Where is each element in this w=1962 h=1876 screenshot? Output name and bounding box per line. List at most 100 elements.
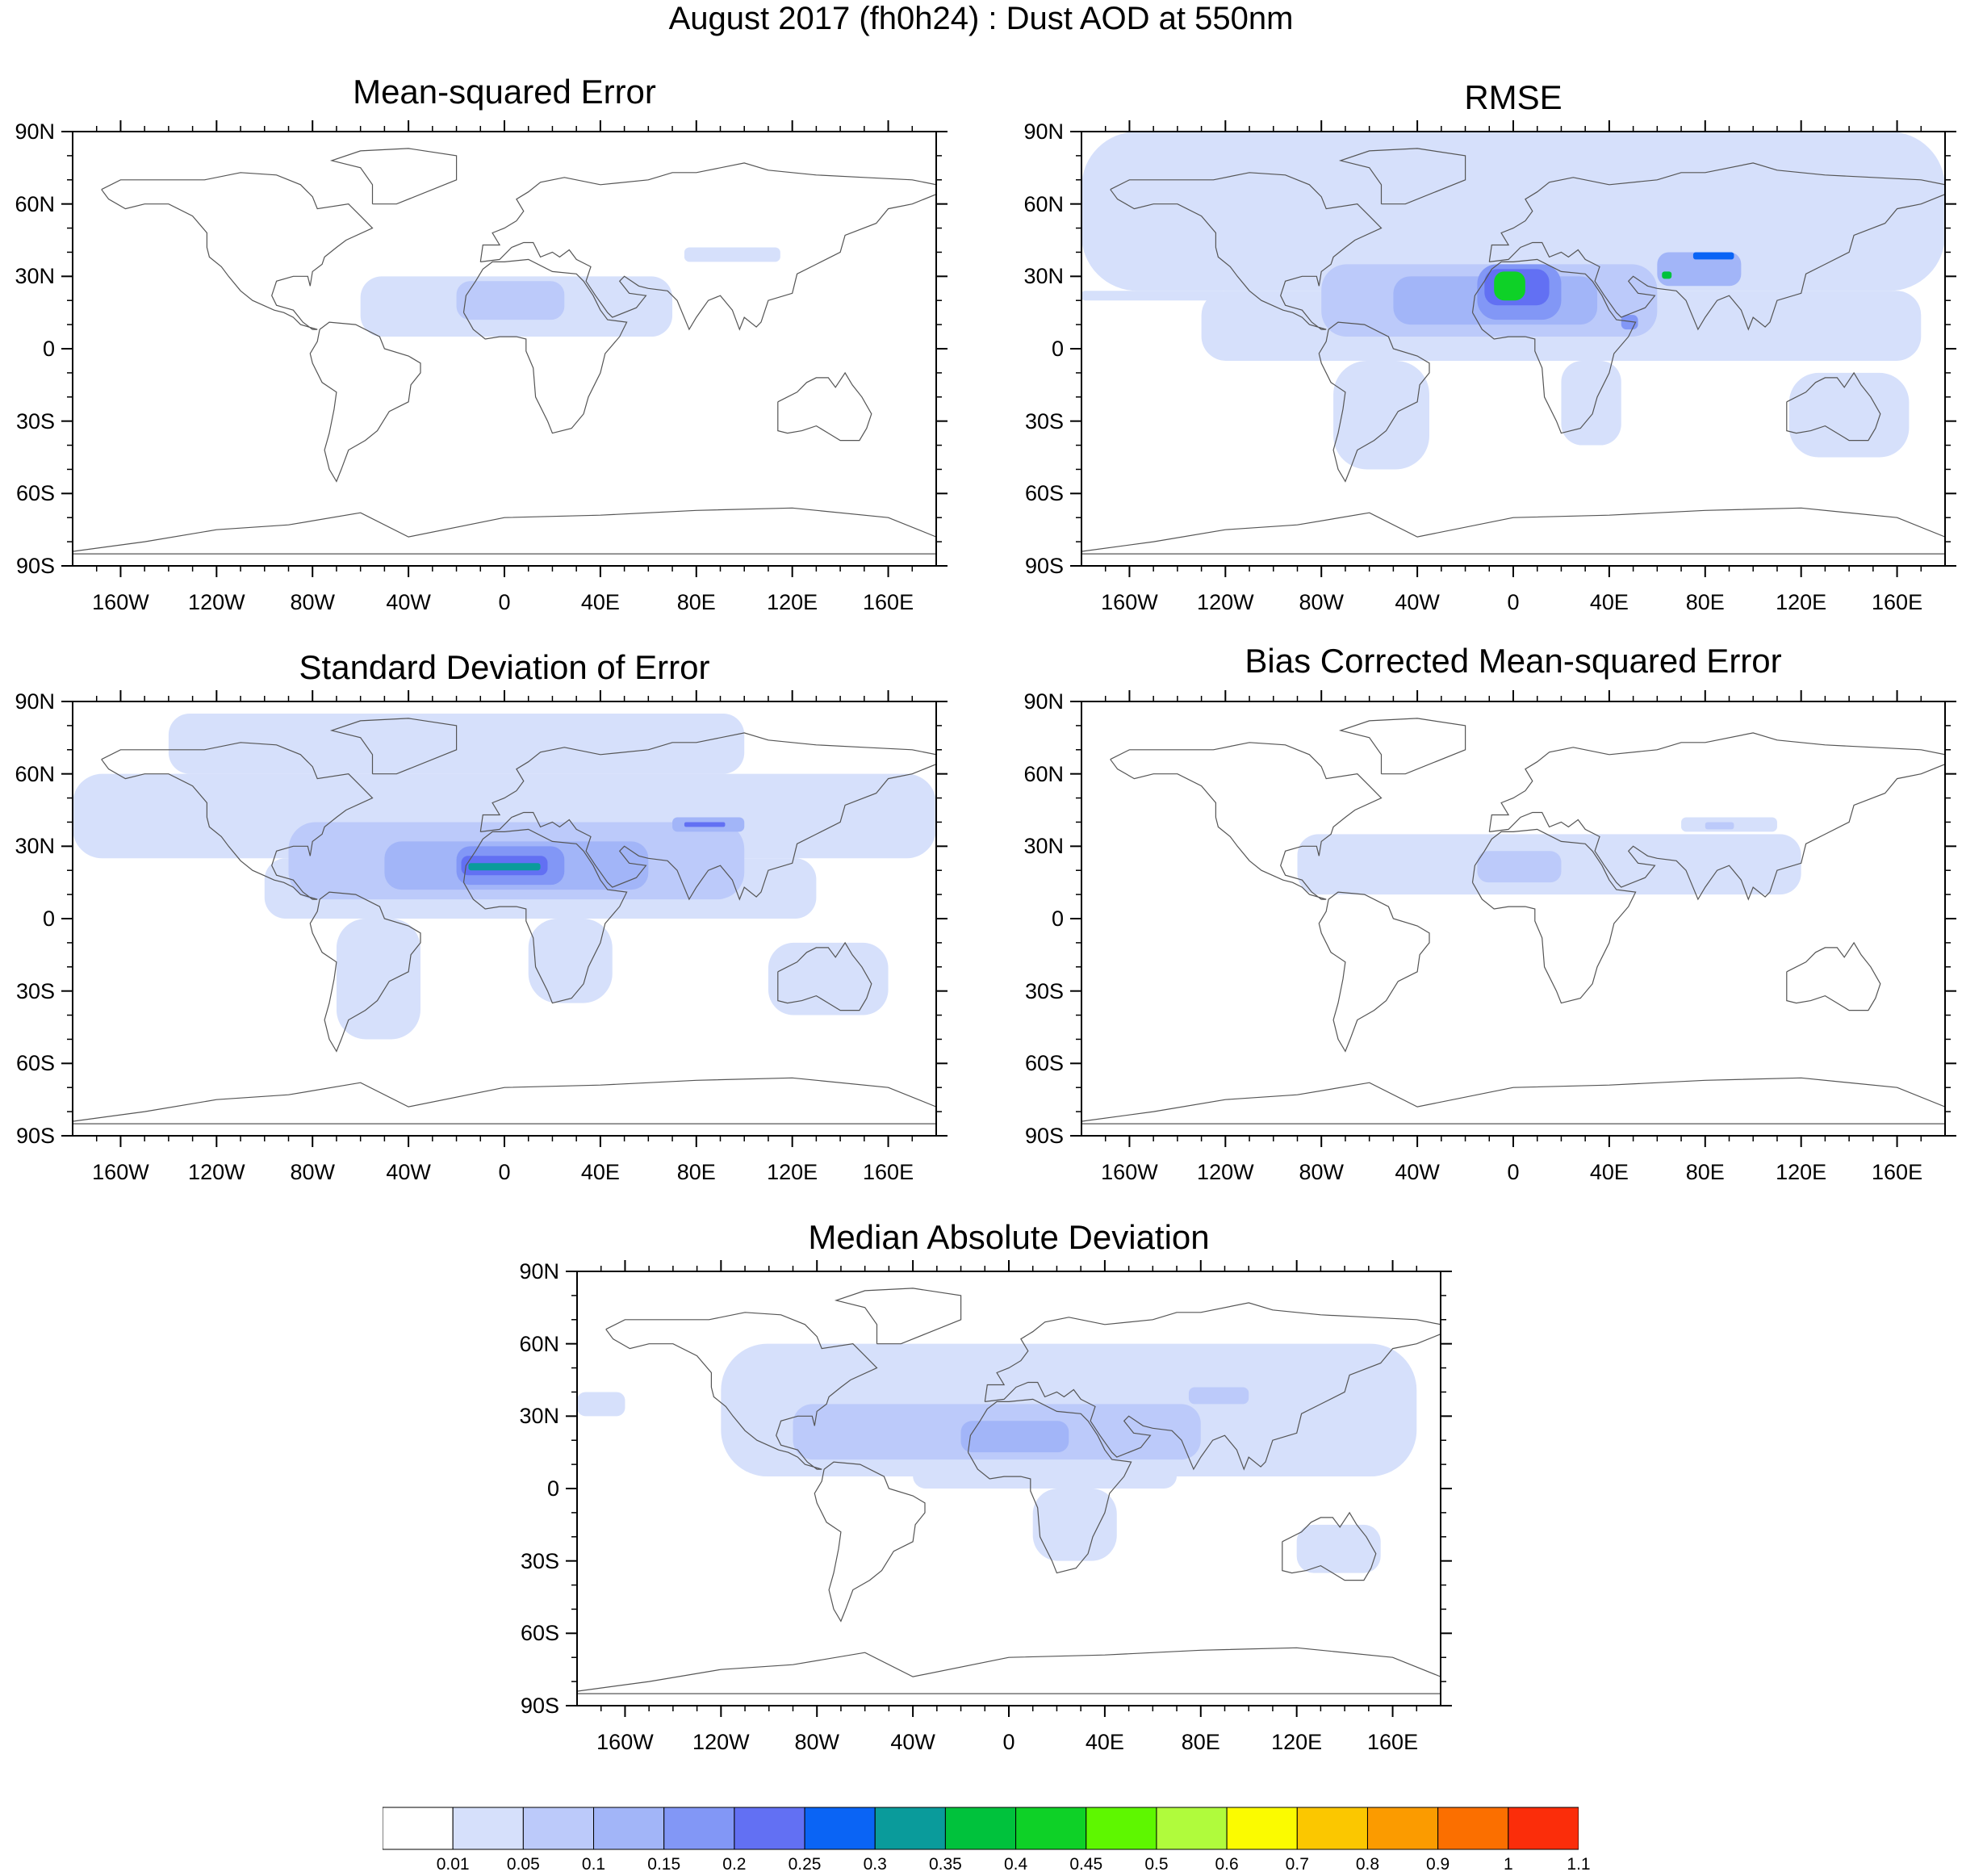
colorbar-label: 1 <box>1503 1855 1513 1874</box>
colorbar-label: 0.1 <box>581 1855 606 1874</box>
aod-field-rmse-14 <box>1494 271 1525 301</box>
colorbar-swatch <box>593 1807 665 1850</box>
colorbar-label: 0.35 <box>928 1855 962 1874</box>
coastline-bcmse-6 <box>1338 718 1466 775</box>
lat-label-mad: 30N <box>519 1404 559 1429</box>
panel-title-mse: Mean-squared Error <box>353 73 656 111</box>
aod-field-mad-2 <box>913 1452 1178 1489</box>
coastline-bcmse-1 <box>1318 891 1430 1053</box>
aod-field-rmse-13 <box>1662 271 1672 279</box>
lon-label-mse: 120E <box>767 590 818 614</box>
lon-label-mad: 160E <box>1367 1730 1419 1754</box>
lon-label-std: 160W <box>92 1160 149 1184</box>
coastline-mad-2 <box>967 1398 1132 1574</box>
lon-label-rmse: 160E <box>1872 590 1923 614</box>
aod-field-std-12 <box>468 863 541 871</box>
coastline-bcmse-0 <box>1110 742 1383 900</box>
colorbar-swatch <box>1508 1807 1579 1850</box>
coastline-std-2 <box>462 828 628 1004</box>
colorbar: 0.01 0.05 0.1 0.15 0.2 0.25 0.3 0.35 0.4 0.45 0.5 0… <box>383 1807 1591 1874</box>
coastline-mse-2 <box>462 258 628 434</box>
lat-label-rmse: 0 <box>1051 337 1064 361</box>
colorbar-label: 0.6 <box>1215 1855 1239 1874</box>
colorbar-label: 0.2 <box>722 1855 747 1874</box>
lon-label-mse: 160W <box>92 590 149 614</box>
aod-field-rmse-8 <box>1657 252 1742 287</box>
lat-label-mse: 0 <box>42 337 55 361</box>
lon-label-rmse: 80E <box>1685 590 1725 614</box>
colorbar-swatch <box>734 1807 805 1850</box>
map-frame-mse <box>72 131 937 567</box>
lat-label-std: 60N <box>15 761 55 786</box>
lat-label-std: 30S <box>15 978 55 1003</box>
aod-field-mse-1 <box>684 247 780 262</box>
lon-label-std: 80E <box>676 1160 716 1184</box>
lat-label-std: 60S <box>15 1051 55 1076</box>
lon-label-mse: 0 <box>498 590 511 614</box>
colorbar-label: 1.1 <box>1567 1855 1591 1874</box>
lat-label-mad: 90N <box>519 1259 559 1283</box>
lon-label-mse: 120W <box>188 590 245 614</box>
coastline-bcmse-2 <box>1471 828 1637 1004</box>
lon-label-std: 40E <box>580 1160 620 1184</box>
colorbar-label: 0.3 <box>863 1855 887 1874</box>
lon-label-mse: 40W <box>386 590 431 614</box>
colorbar-swatch <box>1437 1807 1509 1850</box>
coastline-rmse-3 <box>1488 162 1946 331</box>
coastline-rmse-0 <box>1110 172 1383 330</box>
coastline-bcmse-3 <box>1488 732 1946 901</box>
colorbar-label: 0.05 <box>506 1855 540 1874</box>
colorbar-swatch <box>1156 1807 1228 1850</box>
colorbar-swatch <box>383 1807 454 1850</box>
lon-label-bcmse: 160E <box>1872 1160 1923 1184</box>
lon-label-rmse: 80W <box>1299 590 1344 614</box>
lon-label-std: 40W <box>386 1160 431 1184</box>
lat-label-std: 90N <box>15 689 55 714</box>
aod-field-std-5 <box>768 942 889 1015</box>
lat-label-mad: 0 <box>546 1476 559 1501</box>
lon-label-mad: 0 <box>1002 1730 1015 1754</box>
map-frame-bcmse <box>1081 701 1946 1137</box>
aod-field-rmse-4 <box>1561 360 1621 446</box>
lon-label-rmse: 40W <box>1395 590 1440 614</box>
aod-field-std-3 <box>336 919 420 1040</box>
lon-label-mad: 40W <box>890 1730 935 1754</box>
map-std <box>61 690 948 1147</box>
coastline-std-4 <box>777 941 872 1011</box>
lon-label-std: 120W <box>188 1160 245 1184</box>
lat-label-mse: 90N <box>15 119 55 144</box>
colorbar-swatches <box>383 1807 1579 1850</box>
coastline-mad-3 <box>984 1302 1441 1471</box>
aod-field-mad-6 <box>1188 1387 1249 1405</box>
lat-label-mad: 30S <box>520 1548 559 1573</box>
aod-field-std-11 <box>684 822 726 827</box>
lat-label-rmse: 90S <box>1024 554 1064 578</box>
coastline-bcmse-4 <box>1786 941 1881 1011</box>
lon-label-rmse: 0 <box>1507 590 1520 614</box>
lat-label-mad: 60S <box>520 1621 559 1646</box>
lat-label-bcmse: 30N <box>1023 834 1064 859</box>
aod-field-rmse-1 <box>1081 291 1226 301</box>
lon-label-bcmse: 120E <box>1776 1160 1827 1184</box>
colorbar-swatch <box>804 1807 876 1850</box>
coastline-mad-1 <box>814 1461 926 1623</box>
coastline-mad-6 <box>834 1288 962 1345</box>
lat-label-bcmse: 0 <box>1051 907 1064 931</box>
coastline-mse-4 <box>777 371 872 442</box>
lon-label-mad: 120W <box>692 1730 750 1754</box>
aod-field-mad-4 <box>1296 1524 1381 1573</box>
coastline-mse-5 <box>72 507 937 555</box>
coastline-std-6 <box>329 718 458 775</box>
aod-field-bcmse-3 <box>1705 822 1734 830</box>
lat-label-std: 30N <box>15 834 55 859</box>
coastline-rmse-1 <box>1318 321 1430 483</box>
colorbar-label: 0.25 <box>788 1855 822 1874</box>
coastline-rmse-6 <box>1338 148 1466 205</box>
coastline-mad-4 <box>1282 1511 1377 1581</box>
lat-label-bcmse: 60S <box>1024 1051 1064 1076</box>
colorbar-swatch <box>1366 1807 1439 1850</box>
aod-field-mad-3 <box>1032 1489 1117 1561</box>
colorbar-label: 0.9 <box>1426 1855 1450 1874</box>
lon-label-std: 160E <box>863 1160 914 1184</box>
lat-label-mad: 90S <box>520 1694 559 1718</box>
